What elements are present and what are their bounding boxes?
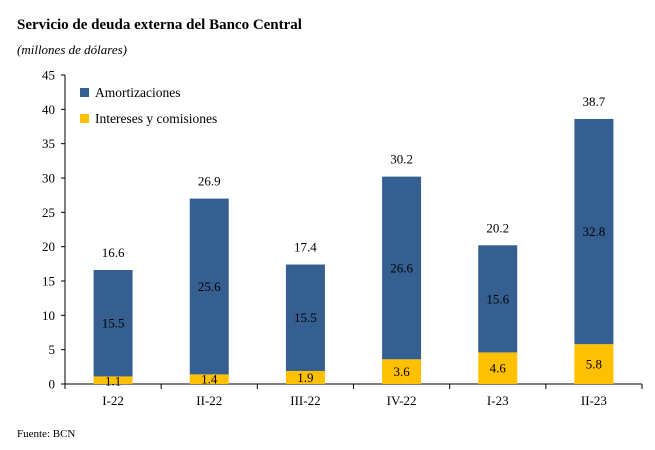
data-labels: I-22 16.6 15.5 1.1 II-22 26.9 25.6 1.4 III-22 17.… — [102, 94, 607, 408]
bar-intereses — [189, 374, 229, 384]
amortizaciones-label: 25.6 — [198, 279, 221, 294]
y-tick-label: 0 — [49, 377, 56, 392]
intereses-label: 1.9 — [297, 370, 313, 385]
y-tick-label: 15 — [42, 274, 55, 289]
y-tick-label: 5 — [49, 342, 56, 357]
x-tick-label: IV-22 — [387, 393, 417, 408]
legend-amortizaciones-label: Amortizaciones — [95, 85, 180, 100]
y-tick-label: 25 — [42, 205, 55, 220]
chart-title: Servicio de deuda externa del Banco Cent… — [17, 17, 302, 33]
amortizaciones-label: 32.8 — [583, 224, 606, 239]
source-note: Fuente: BCN — [17, 428, 76, 440]
legend: Amortizaciones Intereses y comisiones — [80, 85, 217, 126]
bar-amortizaciones — [574, 118, 614, 345]
x-tick-label: I-23 — [487, 393, 509, 408]
x-tick-label: III-22 — [290, 393, 320, 408]
legend-intereses-label: Intereses y comisiones — [95, 111, 217, 126]
y-tick-label: 45 — [42, 68, 55, 83]
legend-intereses-swatch — [80, 114, 89, 123]
bar-intereses — [93, 376, 133, 384]
x-tick-label: I-22 — [102, 393, 124, 408]
total-label: 30.2 — [390, 152, 413, 167]
bar-amortizaciones — [382, 176, 422, 360]
bar-intereses — [574, 344, 614, 384]
y-tick-label: 20 — [42, 239, 55, 254]
total-label: 38.7 — [583, 94, 606, 109]
intereses-label: 5.8 — [586, 357, 602, 372]
bar-intereses — [285, 370, 325, 384]
x-tick-label: II-22 — [196, 393, 222, 408]
amortizaciones-label: 15.5 — [102, 316, 125, 331]
bar-amortizaciones — [285, 264, 325, 371]
amortizaciones-label: 15.6 — [486, 291, 509, 306]
y-tick-label: 10 — [42, 308, 55, 323]
amortizaciones-label: 26.6 — [390, 260, 413, 275]
chart-subtitle: (millones de dólares) — [17, 42, 127, 57]
total-label: 26.9 — [198, 174, 221, 189]
intereses-label: 3.6 — [393, 364, 410, 379]
x-tick-label: II-23 — [581, 393, 607, 408]
bar-amortizaciones — [478, 245, 518, 353]
bar-amortizaciones — [93, 270, 133, 377]
axes: 0 5 10 15 20 25 30 35 40 45 — [42, 68, 643, 392]
bars — [93, 118, 614, 384]
total-label: 20.2 — [486, 220, 509, 235]
bar-intereses — [382, 359, 422, 384]
y-tick-label: 40 — [42, 102, 55, 117]
amortizaciones-label: 15.5 — [294, 310, 317, 325]
y-tick-label: 30 — [42, 171, 55, 186]
bar-amortizaciones — [189, 198, 229, 375]
total-label: 17.4 — [294, 240, 317, 255]
legend-amortizaciones-swatch — [80, 88, 89, 97]
intereses-label: 1.1 — [105, 373, 121, 388]
bar-intereses — [478, 352, 518, 384]
intereses-label: 4.6 — [490, 361, 507, 376]
y-tick-label: 35 — [42, 136, 55, 151]
intereses-label: 1.4 — [201, 372, 218, 387]
total-label: 16.6 — [102, 245, 125, 260]
